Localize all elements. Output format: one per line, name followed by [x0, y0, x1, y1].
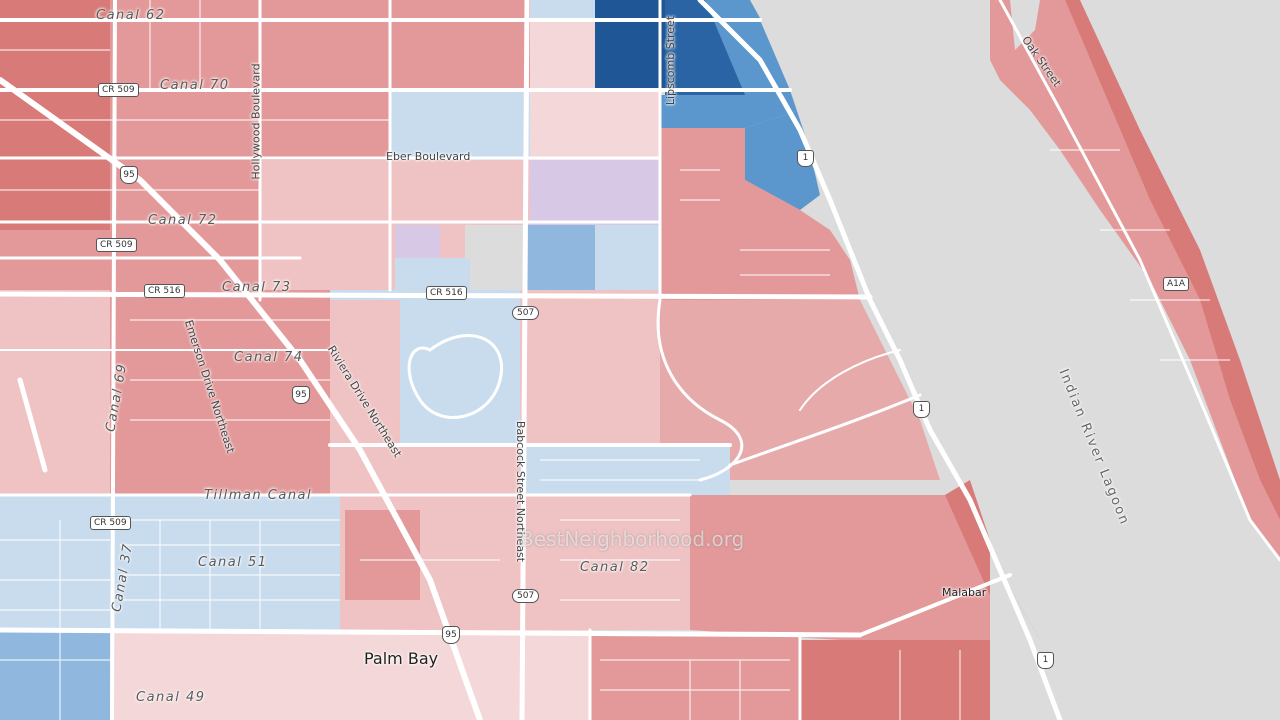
island-water-notch	[1010, 0, 1040, 50]
region-palm-bay-red	[345, 510, 420, 600]
barrier-island	[990, 0, 1280, 560]
region-babcock-east	[520, 290, 660, 445]
region-riviera-blue-2	[400, 340, 520, 445]
region-south-pale-2	[470, 630, 590, 720]
road-a1a	[998, 0, 1280, 562]
region-sw-blue-dark	[0, 630, 110, 720]
road-h-630	[0, 627, 863, 638]
label-canal-73: Canal 73	[222, 280, 292, 295]
region-riviera-west	[330, 300, 400, 450]
lagoon-water	[760, 0, 1075, 720]
region-light-blue-center	[595, 225, 660, 292]
region-dark-blue-west	[595, 0, 665, 90]
label-lipscomb-st: Lipscomb Street	[664, 15, 678, 106]
road-riviera-loop	[407, 334, 503, 419]
region-far-northwest	[0, 0, 110, 230]
region-small-purple	[395, 225, 440, 258]
shield-i95-a: 95	[120, 166, 138, 184]
airport-runways	[17, 377, 48, 473]
region-small-blue	[395, 258, 470, 292]
label-canal-72: Canal 72	[148, 213, 218, 228]
label-canal-82: Canal 82	[580, 560, 650, 575]
shield-cr509-a: CR 509	[98, 83, 139, 97]
shield-us1-a: 1	[797, 150, 814, 167]
label-eber-blvd: Eber Boulevard	[386, 150, 471, 163]
label-palm-bay[interactable]: Palm Bay	[364, 649, 439, 668]
island-coast-strip	[1065, 0, 1280, 520]
region-blue-band	[520, 445, 730, 495]
road-bayside-inner	[799, 349, 901, 411]
region-airport	[0, 290, 110, 500]
region-west-mid	[0, 290, 330, 500]
region-canal82	[520, 495, 690, 630]
label-malabar[interactable]: Malabar	[942, 586, 987, 599]
shield-us1-b: 1	[913, 401, 930, 418]
region-north-pale-a	[530, 0, 595, 90]
region-east-red	[660, 128, 860, 300]
label-tillman-canal: Tillman Canal	[204, 488, 313, 503]
road-malabar	[858, 573, 1012, 637]
label-canal-62: Canal 62	[96, 8, 166, 23]
region-northwest	[0, 0, 530, 290]
shield-i95-c: 95	[442, 626, 460, 644]
region-south-pale	[110, 630, 470, 720]
road-i95	[0, 77, 483, 720]
region-se-red	[690, 495, 1010, 640]
region-eber-north-blue	[390, 90, 530, 160]
region-top-blue-strip	[530, 0, 595, 20]
shield-cr516-b: CR 516	[426, 286, 467, 300]
road-bayside-link	[728, 393, 922, 467]
label-hollywood-blvd: Hollywood Boulevard	[249, 63, 263, 180]
road-us1	[697, 0, 1063, 720]
label-canal-49: Canal 49	[136, 690, 206, 705]
label-canal-74: Canal 74	[234, 350, 304, 365]
region-purple	[530, 160, 660, 225]
shield-i95-b: 95	[292, 386, 310, 404]
island-main	[990, 0, 1280, 560]
region-mid-blue-strip	[660, 95, 745, 128]
shield-a1a: A1A	[1163, 277, 1190, 291]
region-bayside	[660, 300, 940, 480]
street-grid	[0, 0, 1230, 720]
shield-cr509-b: CR 509	[96, 238, 137, 252]
label-canal-70: Canal 70	[160, 78, 230, 93]
region-north-pale-b	[530, 90, 660, 160]
region-blue-center	[527, 225, 595, 292]
shield-cr516-a: CR 516	[144, 284, 185, 298]
shield-507-b: 507	[512, 589, 540, 603]
shield-us1-c: 1	[1037, 652, 1054, 669]
region-hollywood-south	[260, 160, 390, 290]
shield-507-a: 507	[512, 306, 540, 320]
region-south-red	[590, 635, 800, 720]
label-canal-51: Canal 51	[198, 555, 268, 570]
region-canal51-blue	[110, 495, 340, 630]
shield-cr509-c: CR 509	[90, 516, 131, 530]
watermark: BestNeighborhood.org	[520, 527, 745, 551]
